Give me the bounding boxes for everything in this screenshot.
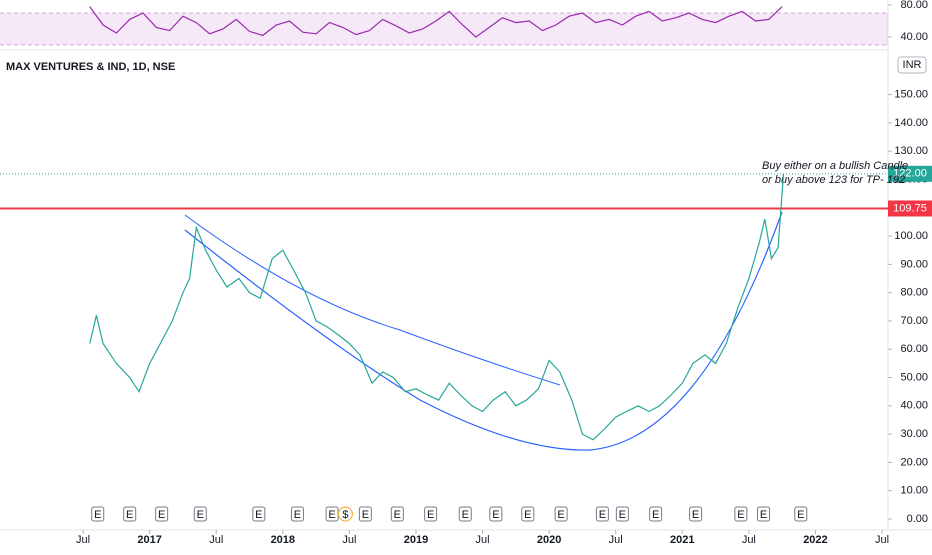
event-label: E bbox=[328, 509, 335, 521]
price-tag-label: 109.75 bbox=[893, 202, 927, 214]
event-marker bbox=[337, 506, 353, 522]
event-marker bbox=[424, 506, 438, 522]
x-tick-label: Jul bbox=[742, 534, 756, 546]
event-label: E bbox=[427, 509, 434, 521]
event-label: E bbox=[737, 509, 744, 521]
y-tick-label: 70.00 bbox=[900, 315, 928, 327]
x-tick-label: 2021 bbox=[670, 534, 694, 546]
x-tick-label: 2020 bbox=[537, 534, 561, 546]
price-tag bbox=[888, 200, 932, 217]
event-label: $ bbox=[342, 509, 348, 521]
y-tick-label: 140.00 bbox=[894, 117, 928, 129]
event-marker bbox=[595, 506, 609, 522]
y-tick-label: 90.00 bbox=[900, 258, 928, 270]
event-label: E bbox=[362, 509, 369, 521]
y-tick-label: 30.00 bbox=[900, 428, 928, 440]
price-tag bbox=[888, 165, 932, 182]
event-label: E bbox=[524, 509, 531, 521]
event-marker bbox=[193, 506, 207, 522]
event-label: E bbox=[158, 509, 165, 521]
event-marker bbox=[252, 506, 266, 522]
price-line bbox=[89, 6, 783, 38]
event-marker bbox=[458, 506, 472, 522]
y-tick-label: 80.00 bbox=[900, 287, 928, 299]
event-marker bbox=[615, 506, 629, 522]
x-tick-label: 2019 bbox=[404, 534, 428, 546]
x-tick-label: Jul bbox=[609, 534, 623, 546]
event-marker bbox=[521, 506, 535, 522]
event-marker bbox=[155, 506, 169, 522]
event-label: E bbox=[394, 509, 401, 521]
event-marker bbox=[689, 506, 703, 522]
channel-drawing bbox=[184, 214, 561, 386]
y-tick-label: 130.00 bbox=[894, 145, 928, 157]
event-label: E bbox=[126, 509, 133, 521]
event-label: E bbox=[599, 509, 606, 521]
event-marker bbox=[390, 506, 404, 522]
event-label: E bbox=[797, 509, 804, 521]
y-tick-label: 40.00 bbox=[900, 31, 928, 43]
event-label: E bbox=[255, 509, 262, 521]
x-tick-label: Jul bbox=[76, 534, 90, 546]
y-tick-label: 50.00 bbox=[900, 371, 928, 383]
x-tick-label: Jul bbox=[342, 534, 356, 546]
event-label: E bbox=[619, 509, 626, 521]
event-label: E bbox=[197, 509, 204, 521]
cup-drawing bbox=[184, 211, 783, 451]
currency-badge bbox=[897, 56, 927, 74]
event-marker bbox=[290, 506, 304, 522]
event-label: E bbox=[557, 509, 564, 521]
event-label: E bbox=[760, 509, 767, 521]
y-tick-label: 80.00 bbox=[900, 0, 928, 11]
x-tick-label: Jul bbox=[476, 534, 490, 546]
event-marker bbox=[649, 506, 663, 522]
y-tick-label: 20.00 bbox=[900, 456, 928, 468]
event-marker bbox=[91, 506, 105, 522]
event-marker bbox=[358, 506, 372, 522]
x-tick-label: Jul bbox=[875, 534, 889, 546]
event-marker bbox=[757, 506, 771, 522]
event-label: E bbox=[294, 509, 301, 521]
event-label: E bbox=[462, 509, 469, 521]
event-marker bbox=[734, 506, 748, 522]
event-label: E bbox=[692, 509, 699, 521]
y-tick-label: 10.00 bbox=[900, 485, 928, 497]
y-tick-label: 150.00 bbox=[894, 89, 928, 101]
annotation: or buy above 123 for TP- 192 bbox=[762, 174, 905, 186]
event-label: E bbox=[492, 509, 499, 521]
event-label: E bbox=[94, 509, 101, 521]
y-tick-label: 0.00 bbox=[907, 513, 928, 525]
event-label: E bbox=[652, 509, 659, 521]
chart-title: MAX VENTURES & IND, 1D, NSE bbox=[6, 61, 175, 73]
x-tick-label: 2018 bbox=[271, 534, 295, 546]
x-tick-label: 2017 bbox=[137, 534, 161, 546]
y-tick-label: 40.00 bbox=[900, 400, 928, 412]
event-marker bbox=[554, 506, 568, 522]
x-tick-label: Jul bbox=[209, 534, 223, 546]
y-tick-label: 100.00 bbox=[894, 230, 928, 242]
event-marker bbox=[489, 506, 503, 522]
price-line bbox=[89, 173, 785, 441]
event-marker bbox=[123, 506, 137, 522]
annotation: Buy either on a bullish Candle bbox=[762, 160, 908, 172]
event-marker bbox=[794, 506, 808, 522]
price-tag-label: 122.00 bbox=[893, 168, 927, 180]
currency: INR bbox=[903, 59, 922, 71]
y-tick-label: 60.00 bbox=[900, 343, 928, 355]
x-tick-label: 2022 bbox=[803, 534, 827, 546]
